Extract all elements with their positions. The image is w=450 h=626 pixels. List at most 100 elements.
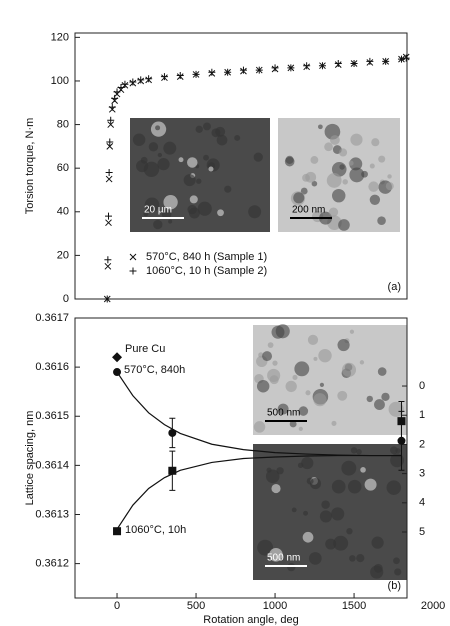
micrograph-texture [378, 156, 385, 163]
micrograph-texture [381, 393, 389, 401]
micrograph-texture [320, 383, 324, 387]
marker-square [397, 417, 405, 425]
micrograph-texture [338, 219, 350, 231]
micrograph-texture [332, 189, 345, 202]
micrograph-texture [371, 537, 383, 549]
marker-plus [145, 75, 152, 82]
micrograph-texture [387, 174, 391, 178]
micrograph-texture [196, 126, 203, 133]
legend-marker [130, 268, 137, 275]
x-tick-label: 500 [187, 600, 205, 612]
micrograph-texture [327, 173, 342, 188]
marker-plus [335, 60, 342, 67]
figure: 20 µm200 nm020406080100120Torsion torque… [0, 0, 450, 626]
y-tick-label: 0 [63, 293, 69, 305]
marker-square [168, 467, 176, 475]
panel-label: (b) [388, 580, 401, 592]
micrograph-texture [368, 181, 378, 191]
micrograph-texture [272, 361, 277, 366]
micrograph-texture [329, 207, 338, 216]
micrograph-texture [208, 166, 213, 171]
marker-plus [137, 76, 144, 83]
micrograph-texture [310, 478, 321, 489]
micrograph-texture [294, 361, 309, 376]
micrograph-texture [320, 510, 332, 522]
micrograph-texture [168, 220, 172, 224]
scale-bar-label: 500 nm [267, 408, 300, 419]
micrograph-texture [333, 536, 348, 551]
y2-tick-label: 4 [419, 497, 425, 509]
micrograph-texture [346, 528, 352, 534]
y-axis-label: Lattice spacing, nm [24, 411, 36, 506]
micrograph-texture [196, 179, 201, 184]
micrograph-texture [313, 357, 317, 361]
x-tick-label: 1500 [342, 600, 366, 612]
micrograph-texture [331, 421, 336, 426]
micrograph-texture [321, 500, 330, 509]
micrograph-texture [272, 326, 285, 339]
micrograph-texture [190, 195, 198, 203]
micrograph-texture [374, 564, 383, 573]
marker-circle [168, 429, 176, 437]
y-tick-label: 40 [57, 206, 69, 218]
y2-tick-label: 2 [419, 438, 425, 450]
micrograph-texture [271, 484, 280, 493]
marker-plus [303, 62, 310, 69]
y-tick-label: 0.3617 [35, 312, 69, 324]
marker-diamond [112, 352, 122, 362]
micrograph-texture [365, 479, 377, 491]
micrograph-texture [234, 135, 240, 141]
series-label: Pure Cu [125, 343, 165, 355]
micrograph-texture [318, 124, 323, 129]
micrograph-texture [330, 135, 340, 145]
micrograph-texture [360, 467, 366, 473]
scale-bar-label: 200 nm [292, 205, 325, 216]
marker-x [106, 220, 112, 226]
micrograph-texture [248, 205, 261, 218]
micrograph-texture [360, 360, 364, 364]
micrograph-texture [378, 367, 387, 376]
micrograph-texture [286, 156, 294, 164]
micrograph-texture [371, 138, 379, 146]
marker-circle [113, 368, 121, 376]
micrograph-texture [339, 148, 347, 156]
micrograph-texture [370, 164, 375, 169]
micrograph-texture [332, 480, 346, 494]
micrograph-texture [341, 461, 356, 476]
micrograph-texture [342, 179, 347, 184]
micrograph-texture [133, 134, 145, 146]
micrograph-texture [184, 174, 196, 186]
marker-plus [105, 213, 112, 220]
marker-x [105, 263, 111, 269]
micrograph-texture [303, 532, 314, 543]
marker-square [113, 527, 121, 535]
y-tick-label: 0.3612 [35, 558, 69, 570]
marker-plus [208, 69, 215, 76]
micrograph-texture [203, 155, 209, 161]
micrograph-texture [267, 369, 280, 382]
micrograph-texture [394, 568, 401, 575]
micrograph-texture [157, 158, 169, 170]
micrograph-texture [393, 557, 400, 564]
micrograph-texture [287, 563, 295, 571]
micrograph-texture [155, 125, 160, 130]
y2-tick-label: 3 [419, 468, 425, 480]
marker-plus [403, 55, 410, 62]
series-label: 1060°C, 10h [125, 524, 186, 536]
micrograph-texture [313, 393, 326, 406]
marker-plus [240, 67, 247, 74]
micrograph-texture [187, 157, 197, 167]
y2-tick-label: 0 [419, 380, 425, 392]
micrograph-texture [351, 447, 357, 453]
scale-bar-label: 20 µm [144, 205, 172, 216]
marker-x [106, 176, 112, 182]
micrograph-texture [299, 427, 303, 431]
micrograph-texture [386, 480, 401, 495]
scale-bar-label: 500 nm [267, 553, 300, 564]
y-tick-label: 20 [57, 249, 69, 261]
micrograph-texture [158, 153, 162, 157]
series-label: 570°C, 840h [124, 364, 185, 376]
micrograph-texture [141, 157, 148, 164]
y-tick-label: 120 [51, 31, 69, 43]
micrograph-texture [179, 157, 184, 162]
